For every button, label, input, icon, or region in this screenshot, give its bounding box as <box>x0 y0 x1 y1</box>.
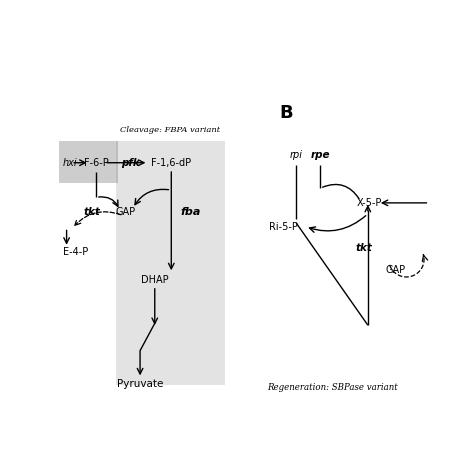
Text: fba: fba <box>181 207 201 217</box>
Text: Ri-5-P: Ri-5-P <box>269 222 298 232</box>
Bar <box>59 141 118 183</box>
Text: X-5-P: X-5-P <box>357 198 383 208</box>
Text: pfk: pfk <box>121 158 140 168</box>
Text: tkt: tkt <box>356 244 373 254</box>
Text: tkt: tkt <box>83 207 100 217</box>
Text: F-6-P: F-6-P <box>83 158 109 168</box>
Text: rpi: rpi <box>290 150 303 160</box>
Text: Pyruvate: Pyruvate <box>117 379 163 389</box>
Text: GAP: GAP <box>385 265 405 275</box>
Text: Cleavage: FBPA variant: Cleavage: FBPA variant <box>120 126 220 134</box>
Text: DHAP: DHAP <box>141 274 169 284</box>
Text: rpe: rpe <box>310 150 330 160</box>
Text: hxi: hxi <box>63 158 78 168</box>
Text: F-1,6-dP: F-1,6-dP <box>151 158 191 168</box>
Text: GAP: GAP <box>115 207 136 217</box>
Text: B: B <box>280 104 293 122</box>
Bar <box>116 141 225 385</box>
Text: E-4-P: E-4-P <box>63 247 88 257</box>
Text: Regeneration: SBPase variant: Regeneration: SBPase variant <box>267 383 398 392</box>
